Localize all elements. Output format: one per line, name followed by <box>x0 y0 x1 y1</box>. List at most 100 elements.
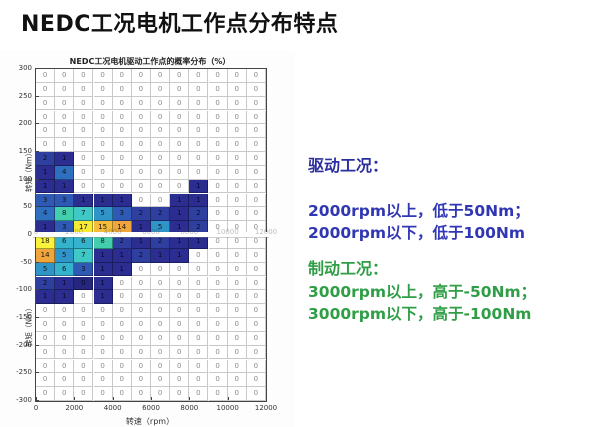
heatmap-cell: 1 <box>74 193 94 208</box>
x-axis-tick-mark <box>112 397 114 400</box>
heatmap-cell: 0 <box>208 387 228 401</box>
heatmap-cell: 0 <box>170 387 190 401</box>
driving-condition-block: 驱动工况： 2000rpm以上，低于50Nm； 2000rpm以下，低于100Nm <box>308 152 593 244</box>
heatmap-cell: 0 <box>189 96 209 111</box>
heatmap-cell: 0 <box>131 276 151 291</box>
heatmap-cell: 0 <box>246 318 266 332</box>
y-axis-tick-label: -200 <box>16 340 32 349</box>
zero-line-ghost-label: 0 <box>33 228 39 236</box>
heatmap-cell: 2 <box>36 276 56 291</box>
heatmap-cell: 0 <box>227 110 247 125</box>
braking-condition-line: 3000rpm以下，高于-100Nm <box>308 305 532 323</box>
heatmap-cell: 0 <box>74 152 94 166</box>
heatmap-cell: 1 <box>93 276 113 291</box>
heatmap-cell: 0 <box>36 82 56 97</box>
heatmap-cell: 0 <box>74 290 94 305</box>
heatmap-cell: 0 <box>189 152 209 166</box>
heatmap-cell: 0 <box>170 359 190 374</box>
zero-line-ghost-label: 10000 <box>216 228 239 236</box>
heatmap-cell: 0 <box>93 152 113 166</box>
heatmap-cell: 0 <box>170 331 190 346</box>
heatmap-cell: 0 <box>170 345 190 360</box>
heatmap-cell: 0 <box>170 138 190 152</box>
heatmap-cell: 0 <box>189 124 209 139</box>
heatmap-cell: 0 <box>227 359 247 374</box>
y-axis-tick-label: -150 <box>16 313 32 321</box>
heatmap-cell: 0 <box>74 387 94 401</box>
x-axis-tick-label: 12000 <box>254 404 278 412</box>
heatmap-cell: 0 <box>74 276 94 291</box>
heatmap-cell: 0 <box>246 387 266 401</box>
heatmap-cell: 0 <box>189 110 209 125</box>
heatmap-cell: 0 <box>227 96 247 111</box>
heatmap-cell: 0 <box>131 359 151 374</box>
heatmap-cell: 0 <box>227 235 247 249</box>
y-axis-tick-mark <box>36 344 39 346</box>
heatmap-cell: 0 <box>208 179 228 194</box>
heatmap-cell: 0 <box>55 359 75 374</box>
x-axis-tick-mark <box>189 397 191 400</box>
heatmap-cell: 0 <box>131 82 151 97</box>
heatmap-cell: 0 <box>74 373 94 388</box>
heatmap-cell: 0 <box>93 304 113 318</box>
heatmap-cell: 0 <box>227 276 247 291</box>
heatmap-cell: 0 <box>112 69 132 83</box>
y-axis-tick-label: 250 <box>18 91 32 100</box>
heatmap-cell: 0 <box>246 124 266 139</box>
heatmap-cell: 0 <box>170 82 190 97</box>
heatmap-cell: 0 <box>112 124 132 139</box>
heatmap-cell: 0 <box>246 248 266 263</box>
heatmap-cell: 0 <box>55 110 75 125</box>
y-axis-tick-mark <box>36 178 39 180</box>
heatmap-cell: 0 <box>112 276 132 291</box>
y-axis-tick-label: -300 <box>16 396 32 404</box>
heatmap-cell: 0 <box>227 82 247 97</box>
heatmap-cell: 0 <box>189 290 209 305</box>
heatmap-cell: 0 <box>189 304 209 318</box>
heatmap-cell: 0 <box>112 318 132 332</box>
heatmap-cell: 2 <box>36 152 56 166</box>
heatmap-cell: 1 <box>93 290 113 305</box>
heatmap-cell: 0 <box>189 276 209 291</box>
heatmap-cell: 0 <box>246 262 266 277</box>
heatmap-cell: 0 <box>131 193 151 208</box>
heatmap-cell: 0 <box>36 331 56 346</box>
heatmap-cell: 0 <box>208 124 228 139</box>
heatmap-cell: 0 <box>246 165 266 180</box>
heatmap-cell: 18 <box>36 235 56 249</box>
heatmap-cell: 0 <box>151 179 171 194</box>
heatmap-cell: 2 <box>151 235 171 249</box>
heatmap-cell: 0 <box>246 235 266 249</box>
heatmap-cell: 0 <box>55 138 75 152</box>
zero-line-ghost-label: 12000 <box>254 228 278 236</box>
driving-condition-lines: 2000rpm以上，低于50Nm； 2000rpm以下，低于100Nm <box>308 200 593 244</box>
heatmap-cell: 0 <box>36 110 56 125</box>
heatmap-cell: 2 <box>131 207 151 222</box>
heatmap-cell: 6 <box>55 262 75 277</box>
heatmap-cell: 0 <box>131 318 151 332</box>
x-axis-tick-label: 6000 <box>142 404 160 412</box>
heatmap-cell: 0 <box>131 165 151 180</box>
heatmap-cell: 1 <box>112 262 132 277</box>
heatmap-cell: 0 <box>112 290 132 305</box>
heatmap-cell: 0 <box>36 373 56 388</box>
heatmap-cell: 0 <box>112 331 132 346</box>
heatmap-cell: 0 <box>74 138 94 152</box>
heatmap-cell: 0 <box>151 387 171 401</box>
heatmap-cell: 0 <box>189 262 209 277</box>
heatmap-cell: 0 <box>170 373 190 388</box>
heatmap-cell: 0 <box>36 96 56 111</box>
driving-condition-line: 2000rpm以下，低于100Nm <box>308 224 526 242</box>
heatmap-cell: 0 <box>189 373 209 388</box>
zero-line-ghost-label: 4000 <box>103 228 122 236</box>
heatmap-cell: 0 <box>74 359 94 374</box>
heatmap-cell: 0 <box>227 290 247 305</box>
heatmap-cell: 0 <box>112 152 132 166</box>
heatmap-cell: 0 <box>246 373 266 388</box>
heatmap-cell: 0 <box>112 96 132 111</box>
heatmap-cell: 0 <box>170 318 190 332</box>
heatmap-cell: 0 <box>227 207 247 222</box>
heatmap-cell: 0 <box>246 359 266 374</box>
heatmap-cell: 0 <box>246 110 266 125</box>
